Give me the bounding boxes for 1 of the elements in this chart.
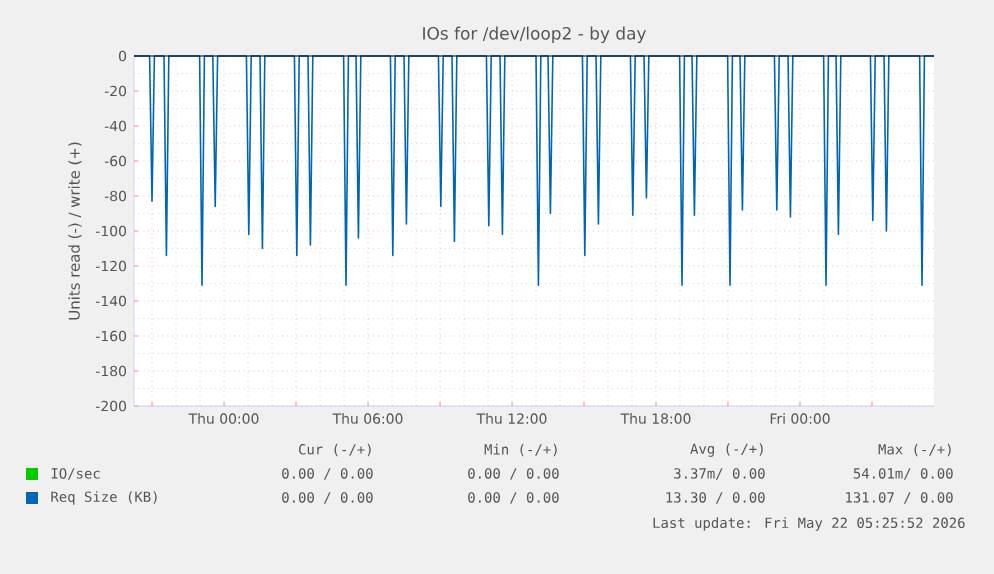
chart-title: IOs for /dev/loop2 - by day <box>423 26 647 44</box>
